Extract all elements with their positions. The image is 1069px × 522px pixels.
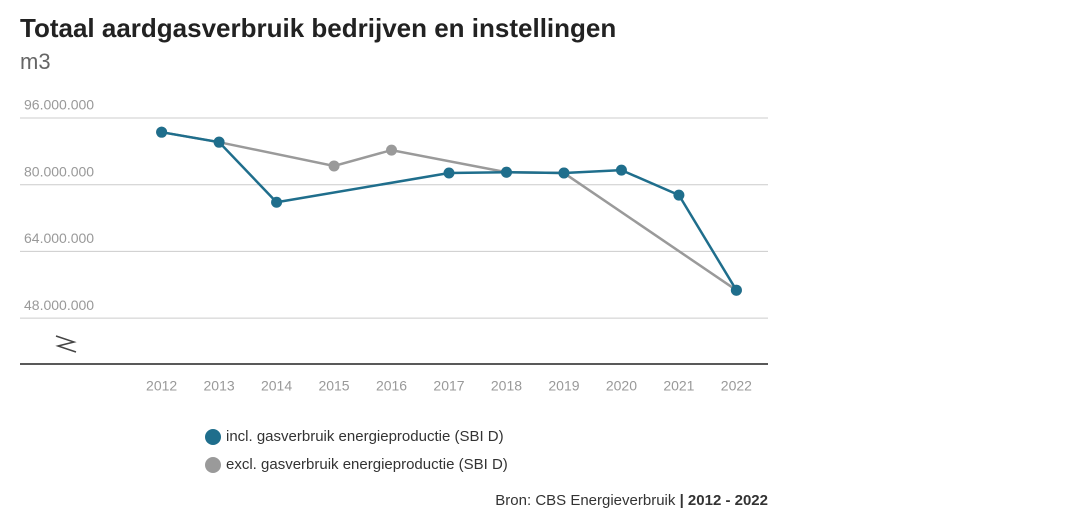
x-tick-label: 2017 — [433, 378, 464, 394]
x-tick-label: 2021 — [663, 378, 694, 394]
y-tick-label: 80.000.000 — [24, 163, 94, 179]
series-line — [161, 130, 738, 292]
data-point — [271, 196, 283, 208]
x-tick-label: 2020 — [606, 378, 637, 394]
legend-label: incl. gasverbruik energieproductie (SBI … — [226, 428, 504, 445]
x-tick-label: 2014 — [261, 378, 292, 394]
chart-subtitle: m3 — [20, 49, 51, 74]
x-tick-label: 2016 — [376, 378, 407, 394]
data-point — [673, 189, 685, 201]
legend-label: excl. gasverbruik energieproductie (SBI … — [226, 456, 508, 473]
y-tick-label: 48.000.000 — [24, 297, 94, 313]
y-tick-label: 96.000.000 — [24, 97, 94, 113]
data-point — [213, 136, 225, 148]
data-point — [386, 144, 398, 156]
data-point — [500, 166, 512, 178]
legend-swatch — [205, 457, 221, 473]
data-point — [558, 167, 570, 179]
y-tick-label: 64.000.000 — [24, 230, 94, 246]
source-text: Bron: CBS Energieverbruik — [495, 492, 676, 509]
source: Bron: CBS Energieverbruik | 2012 - 2022 — [495, 492, 768, 509]
x-tick-label: 2022 — [721, 378, 752, 394]
x-tick-label: 2018 — [491, 378, 522, 394]
x-tick-label: 2012 — [146, 378, 177, 394]
data-point — [328, 160, 340, 172]
x-tick-label: 2019 — [548, 378, 579, 394]
series-line — [161, 130, 738, 291]
legend-swatch — [205, 429, 221, 445]
data-point — [730, 284, 742, 296]
data-point — [156, 126, 168, 138]
data-point — [443, 167, 455, 179]
source-period: | 2012 - 2022 — [680, 492, 768, 509]
x-tick-label: 2015 — [318, 378, 349, 394]
axis-break — [55, 335, 77, 353]
data-point — [615, 164, 627, 176]
chart-title: Totaal aardgasverbruik bedrijven en inst… — [20, 13, 616, 43]
x-tick-label: 2013 — [204, 378, 235, 394]
